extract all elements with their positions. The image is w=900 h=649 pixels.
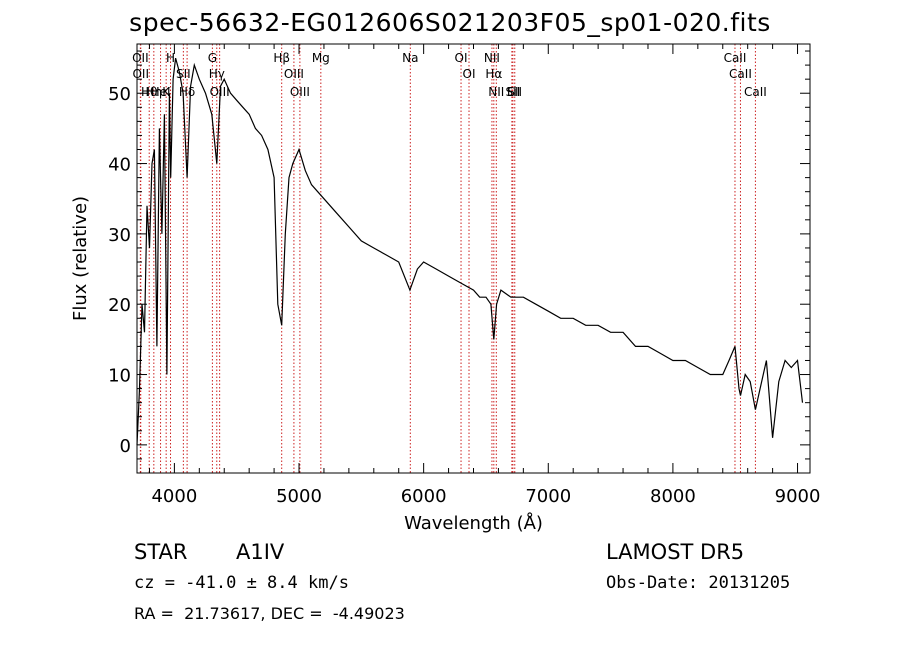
plot-frame: [136, 43, 811, 474]
line-label: CaII: [729, 67, 752, 81]
y-tick-label: 10: [108, 366, 131, 387]
coords-label: RA = 21.73617, DEC = -4.49023: [134, 604, 405, 623]
subclass-label: A1IV: [236, 540, 285, 564]
line-label: OII: [132, 51, 149, 65]
x-tick-label: 5000: [276, 486, 322, 507]
spectrum-series: [136, 57, 804, 445]
x-tick-label: 7000: [525, 486, 571, 507]
line-label: Hα: [485, 67, 502, 81]
y-tick-label: 30: [108, 225, 131, 246]
line-label: SII: [176, 67, 191, 81]
line-label: SII: [507, 85, 522, 99]
line-label: Hη: [146, 85, 163, 99]
survey-label: LAMOST DR5: [606, 540, 745, 564]
x-tick-label: 8000: [650, 486, 696, 507]
line-label: H: [166, 51, 175, 65]
line-label: OIII: [290, 85, 310, 99]
line-label: Li: [507, 85, 517, 99]
x-tick-label: 6000: [401, 486, 447, 507]
line-markers: [139, 44, 756, 473]
line-label: K: [162, 85, 171, 99]
x-tick-label: 4000: [151, 486, 197, 507]
class-label: STAR: [134, 540, 188, 564]
obs-date-label: Obs-Date: 20131205: [606, 573, 791, 593]
y-axis-label: Flux (relative): [70, 196, 91, 321]
spectrum-line: [136, 57, 804, 445]
chart-title: spec-56632-EG012606S021203F05_sp01-020.f…: [129, 8, 771, 37]
line-label: OII: [132, 67, 149, 81]
line-label: Hβ: [273, 51, 290, 65]
line-label: Na: [402, 51, 418, 65]
line-label: SII: [506, 85, 521, 99]
line-label: Hθ: [141, 85, 157, 99]
line-label: OIII: [284, 67, 304, 81]
line-label: Hδ: [179, 85, 195, 99]
line-label: Hγ: [209, 67, 225, 81]
y-tick-label: 50: [108, 84, 131, 105]
line-label: HeI: [151, 85, 171, 99]
line-label: Mg: [312, 51, 330, 65]
line-label: CaII: [744, 85, 767, 99]
line-label: OIII: [210, 85, 230, 99]
x-tick-label: 9000: [775, 486, 821, 507]
axes: 4000 5000 6000 7000 8000 9000 0 10 20 30 40 50 Wavel…: [70, 43, 821, 534]
y-tick-label: 0: [120, 436, 131, 457]
x-axis-label: Wavelength (Å): [404, 512, 543, 534]
line-label: G: [208, 51, 217, 65]
line-label: NII: [484, 51, 500, 65]
line-label: NII: [488, 85, 504, 99]
y-tick-label: 40: [108, 155, 131, 176]
line-label: CaII: [724, 51, 747, 65]
line-label: OI: [463, 67, 476, 81]
line-label: OI: [455, 51, 468, 65]
y-tick-label: 20: [108, 295, 131, 316]
redshift-label: cz = -41.0 ± 8.4 km/s: [134, 573, 349, 593]
